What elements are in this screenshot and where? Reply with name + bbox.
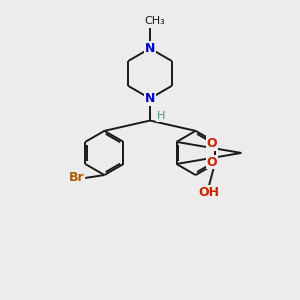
Text: H: H	[157, 111, 165, 121]
Text: N: N	[145, 92, 155, 105]
Text: O: O	[207, 137, 218, 150]
Text: CH₃: CH₃	[144, 16, 165, 26]
Text: OH: OH	[198, 186, 219, 199]
Text: N: N	[145, 42, 155, 55]
Text: O: O	[207, 156, 218, 169]
Text: Br: Br	[69, 172, 85, 184]
